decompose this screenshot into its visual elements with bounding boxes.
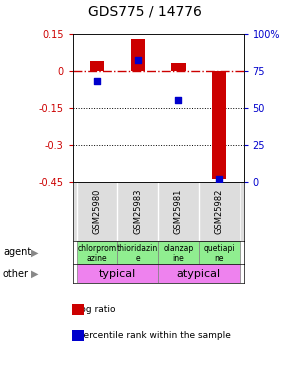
Bar [77,241,117,264]
Text: GSM25981: GSM25981 [174,189,183,234]
Bar [130,39,145,71]
Text: log ratio: log ratio [72,305,116,314]
Bar [77,264,158,283]
Text: typical: typical [99,268,136,279]
Point [217,176,222,182]
Point [135,57,140,63]
Point [176,98,181,104]
Text: GSM25982: GSM25982 [215,189,224,234]
Text: other: other [3,268,29,279]
Bar [158,264,240,283]
Text: thioridazin: thioridazin [117,244,158,254]
Text: percentile rank within the sample: percentile rank within the sample [72,331,231,340]
Text: GDS775 / 14776: GDS775 / 14776 [88,5,202,19]
Text: e: e [135,254,140,263]
Text: azine: azine [87,254,107,263]
Text: ▶: ▶ [31,268,39,279]
Text: chlorprom: chlorprom [77,244,117,254]
Text: ne: ne [214,254,224,263]
Bar [117,241,158,264]
Text: ine: ine [173,254,184,263]
Text: GSM25983: GSM25983 [133,189,142,234]
Point [95,78,99,84]
Text: atypical: atypical [177,268,221,279]
Text: GSM25980: GSM25980 [93,189,102,234]
Text: olanzap: olanzap [163,244,193,254]
Text: ▶: ▶ [31,248,39,258]
Bar [199,241,240,264]
Bar [212,71,226,179]
Text: quetiapi: quetiapi [203,244,235,254]
Bar [90,61,104,71]
Text: agent: agent [3,248,31,258]
Bar [171,63,186,71]
Bar [158,241,199,264]
